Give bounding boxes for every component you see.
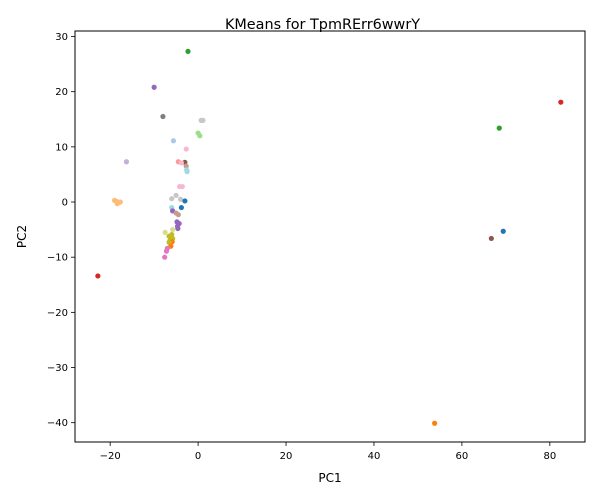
data-point-2	[160, 113, 166, 120]
data-point-12	[178, 160, 184, 166]
y-tick-label: −40	[47, 418, 68, 429]
x-tick-label: −20	[100, 451, 121, 462]
points-layer	[95, 48, 564, 426]
data-point-46	[163, 248, 170, 254]
y-axis-ticks: 30 20 10 0 −10 −20 −30 −40	[47, 32, 75, 429]
x-axis-ticks: −20 0 20 40 60 80	[100, 442, 556, 462]
y-tick-label: 30	[55, 32, 68, 43]
data-point-7	[170, 138, 177, 144]
data-point-13	[183, 163, 189, 169]
y-tick-label: 10	[55, 142, 68, 153]
x-tick-label: 80	[543, 451, 556, 462]
x-tick-label: 20	[280, 451, 293, 462]
y-tick-label: 20	[55, 87, 68, 98]
data-point-37	[162, 229, 168, 235]
chart-title: KMeans for TpmRErr6wwrY	[225, 17, 420, 33]
data-point-51	[500, 228, 506, 234]
data-point-21	[182, 198, 188, 204]
data-point-28	[178, 204, 184, 211]
y-tick-label: −20	[47, 308, 68, 319]
data-point-0	[185, 48, 191, 55]
data-point-48	[95, 273, 101, 279]
y-tick-label: −30	[47, 363, 68, 374]
y-tick-label: −10	[47, 253, 68, 264]
x-tick-label: 60	[456, 451, 469, 462]
data-point-15	[184, 169, 190, 175]
data-point-8	[183, 146, 189, 152]
data-point-36	[170, 227, 176, 233]
y-tick-label: 0	[62, 198, 68, 209]
data-point-31	[175, 212, 181, 218]
data-point-47	[162, 254, 168, 260]
y-axis-label: PC2	[15, 225, 29, 248]
x-tick-label: 40	[368, 451, 381, 462]
x-axis-label: PC1	[318, 471, 341, 485]
x-tick-label: 0	[195, 451, 201, 462]
data-point-1	[151, 84, 157, 90]
data-point-4	[200, 117, 206, 123]
plot-frame	[74, 30, 586, 443]
data-point-20	[177, 196, 184, 202]
data-point-9	[123, 159, 130, 165]
data-point-49	[432, 420, 438, 426]
data-point-18	[173, 192, 179, 198]
data-point-52	[496, 125, 502, 131]
data-point-50	[488, 235, 494, 242]
data-point-6	[197, 133, 203, 139]
data-point-17	[179, 183, 185, 190]
data-point-35	[175, 225, 181, 232]
data-point-53	[558, 99, 564, 105]
data-point-19	[169, 196, 175, 202]
data-point-26	[114, 201, 120, 207]
